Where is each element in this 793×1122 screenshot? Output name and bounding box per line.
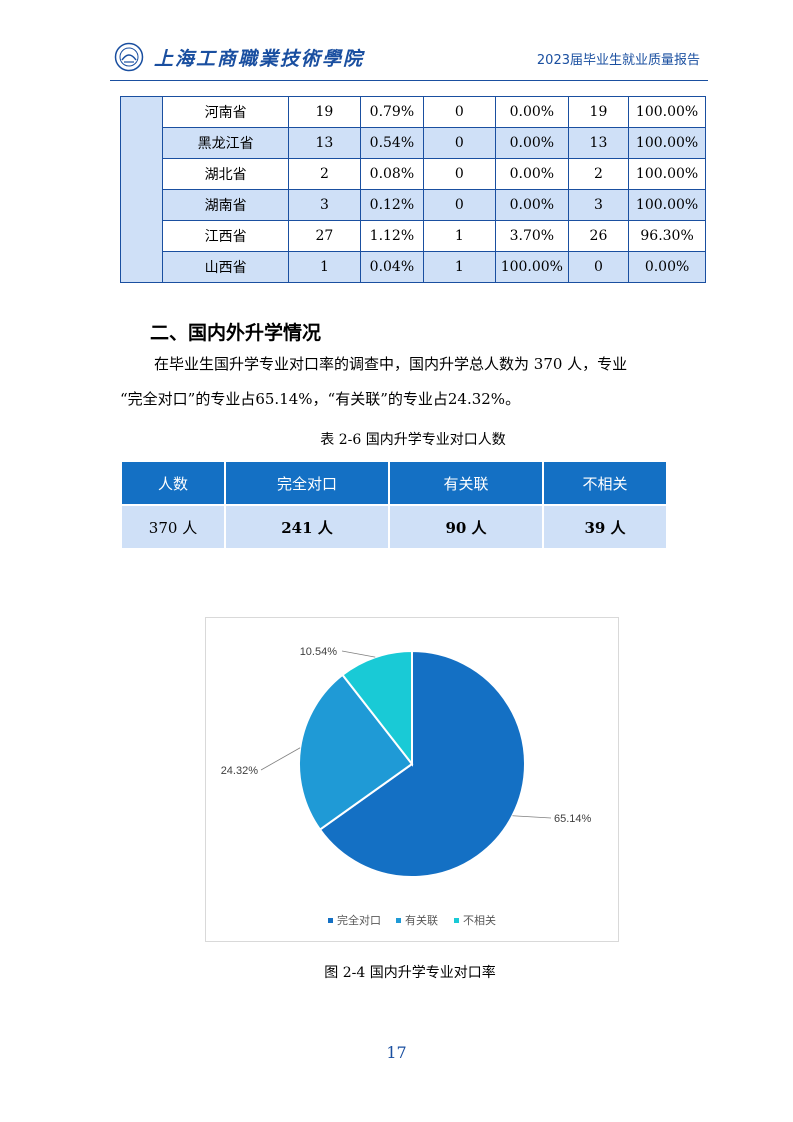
value-cell: 26 — [567, 220, 630, 252]
value-cell: 0.54% — [360, 127, 424, 159]
value-cell: 0.00% — [494, 127, 569, 159]
header-fully-matched: 完全对口 — [224, 460, 390, 506]
value-cell: 2 — [287, 158, 362, 190]
value-count: 370 人 — [120, 504, 226, 550]
value-cell: 3.70% — [494, 220, 569, 252]
page-header: 上海工商職業技術學院 2023届毕业生就业质量报告 — [110, 38, 710, 78]
province-cell: 江西省 — [162, 220, 289, 252]
value-cell: 19 — [567, 96, 630, 128]
data-label-0: 65.14% — [554, 813, 592, 825]
value-cell: 100.00% — [628, 127, 706, 159]
value-cell: 13 — [567, 127, 630, 159]
value-cell: 0 — [567, 251, 630, 283]
header-unrelated: 不相关 — [542, 460, 668, 506]
value-cell: 2 — [567, 158, 630, 190]
legend-label-1: 有关联 — [405, 913, 438, 927]
value-cell: 13 — [287, 127, 362, 159]
value-cell: 0 — [422, 127, 496, 159]
pie-slice-0 — [318, 649, 526, 878]
pie-chart-frame: 65.14% 24.32% 10.54% 完全对口 有关联 不相关 — [205, 617, 619, 942]
value-cell: 0 — [422, 158, 496, 190]
table-row: 湖北省 2 0.08% 0 0.00% 2 100.00% — [121, 158, 706, 190]
value-cell: 3 — [287, 189, 362, 221]
value-cell: 96.30% — [628, 220, 706, 252]
pie-chart: 65.14% 24.32% 10.54% 完全对口 有关联 不相关 — [221, 646, 592, 927]
value-cell: 1 — [422, 251, 496, 283]
paragraph-line-1: 在毕业生国升学专业对口率的调查中，国内升学总人数为 370 人，专业 — [154, 355, 628, 373]
value-cell: 100.00% — [628, 189, 706, 221]
data-label-2: 10.54% — [300, 646, 338, 658]
legend-label-2: 不相关 — [463, 913, 496, 927]
value-related: 90 人 — [388, 504, 544, 550]
legend-marker-1 — [396, 918, 401, 923]
value-cell: 3 — [567, 189, 630, 221]
further-study-table: 人数 完全对口 有关联 不相关 370 人 241 人 90 人 39 人 — [120, 460, 668, 550]
value-cell: 100.00% — [494, 251, 569, 283]
value-cell: 0.12% — [360, 189, 424, 221]
value-cell: 27 — [287, 220, 362, 252]
header-divider — [110, 80, 708, 81]
province-cell: 黑龙江省 — [162, 127, 289, 159]
value-cell: 1 — [287, 251, 362, 283]
value-cell: 1 — [422, 220, 496, 252]
header-count: 人数 — [120, 460, 226, 506]
value-cell: 0.00% — [494, 96, 569, 128]
value-cell: 0 — [422, 96, 496, 128]
table-row: 河南省 19 0.79% 0 0.00% 19 100.00% — [119, 96, 706, 283]
province-cell: 山西省 — [162, 251, 289, 283]
value-cell: 0 — [422, 189, 496, 221]
value-cell: 19 — [287, 96, 362, 128]
value-fully-matched: 241 人 — [224, 504, 390, 550]
value-cell: 0.00% — [494, 158, 569, 190]
report-title: 2023届毕业生就业质量报告 — [536, 53, 700, 68]
value-cell: 100.00% — [628, 96, 706, 128]
value-cell: 0.79% — [360, 96, 424, 128]
legend-marker-0 — [328, 918, 333, 923]
table-row: 江西省 27 1.12% 1 3.70% 26 96.30% — [121, 220, 706, 252]
paragraph-line-2: “完全对口”的专业占65.14%，“有关联”的专业占24.32%。 — [120, 390, 521, 408]
school-name: 上海工商職業技術學院 — [154, 48, 365, 70]
province-cell: 湖北省 — [162, 158, 289, 190]
value-unrelated: 39 人 — [542, 504, 668, 550]
legend-marker-2 — [454, 918, 459, 923]
province-table: 河南省 19 0.79% 0 0.00% 19 100.00% 黑龙江省 13 0.54% 0 0.0… — [119, 96, 706, 283]
province-cell: 河南省 — [162, 96, 289, 128]
table-caption: 表 2-6 国内升学专业对口人数 — [320, 432, 506, 448]
value-cell: 0.08% — [360, 158, 424, 190]
table-row: 黑龙江省 13 0.54% 0 0.00% 13 100.00% — [121, 127, 706, 159]
leader-line-0 — [512, 815, 552, 819]
value-cell: 100.00% — [628, 158, 706, 190]
section-heading: 二、国内外升学情况 — [150, 322, 322, 344]
leader-line-1 — [260, 747, 301, 771]
province-cell: 湖南省 — [162, 189, 289, 221]
header-related: 有关联 — [388, 460, 544, 506]
figure-caption: 图 2-4 国内升学专业对口率 — [324, 965, 496, 981]
page-number: 17 — [386, 1043, 407, 1062]
value-cell: 0.04% — [360, 251, 424, 283]
region-cell — [119, 96, 164, 283]
pie-slice-2 — [341, 649, 413, 767]
school-logo-icon — [114, 42, 144, 72]
data-label-1: 24.32% — [221, 765, 259, 777]
table-row: 湖南省 3 0.12% 0 0.00% 3 100.00% — [121, 189, 706, 221]
table-row: 山西省 1 0.04% 1 100.00% 0 0.00% — [121, 251, 706, 283]
legend-label-0: 完全对口 — [337, 913, 381, 927]
value-cell: 0.00% — [494, 189, 569, 221]
value-cell: 1.12% — [360, 220, 424, 252]
leader-line-2 — [341, 650, 376, 658]
value-cell: 0.00% — [628, 251, 706, 283]
